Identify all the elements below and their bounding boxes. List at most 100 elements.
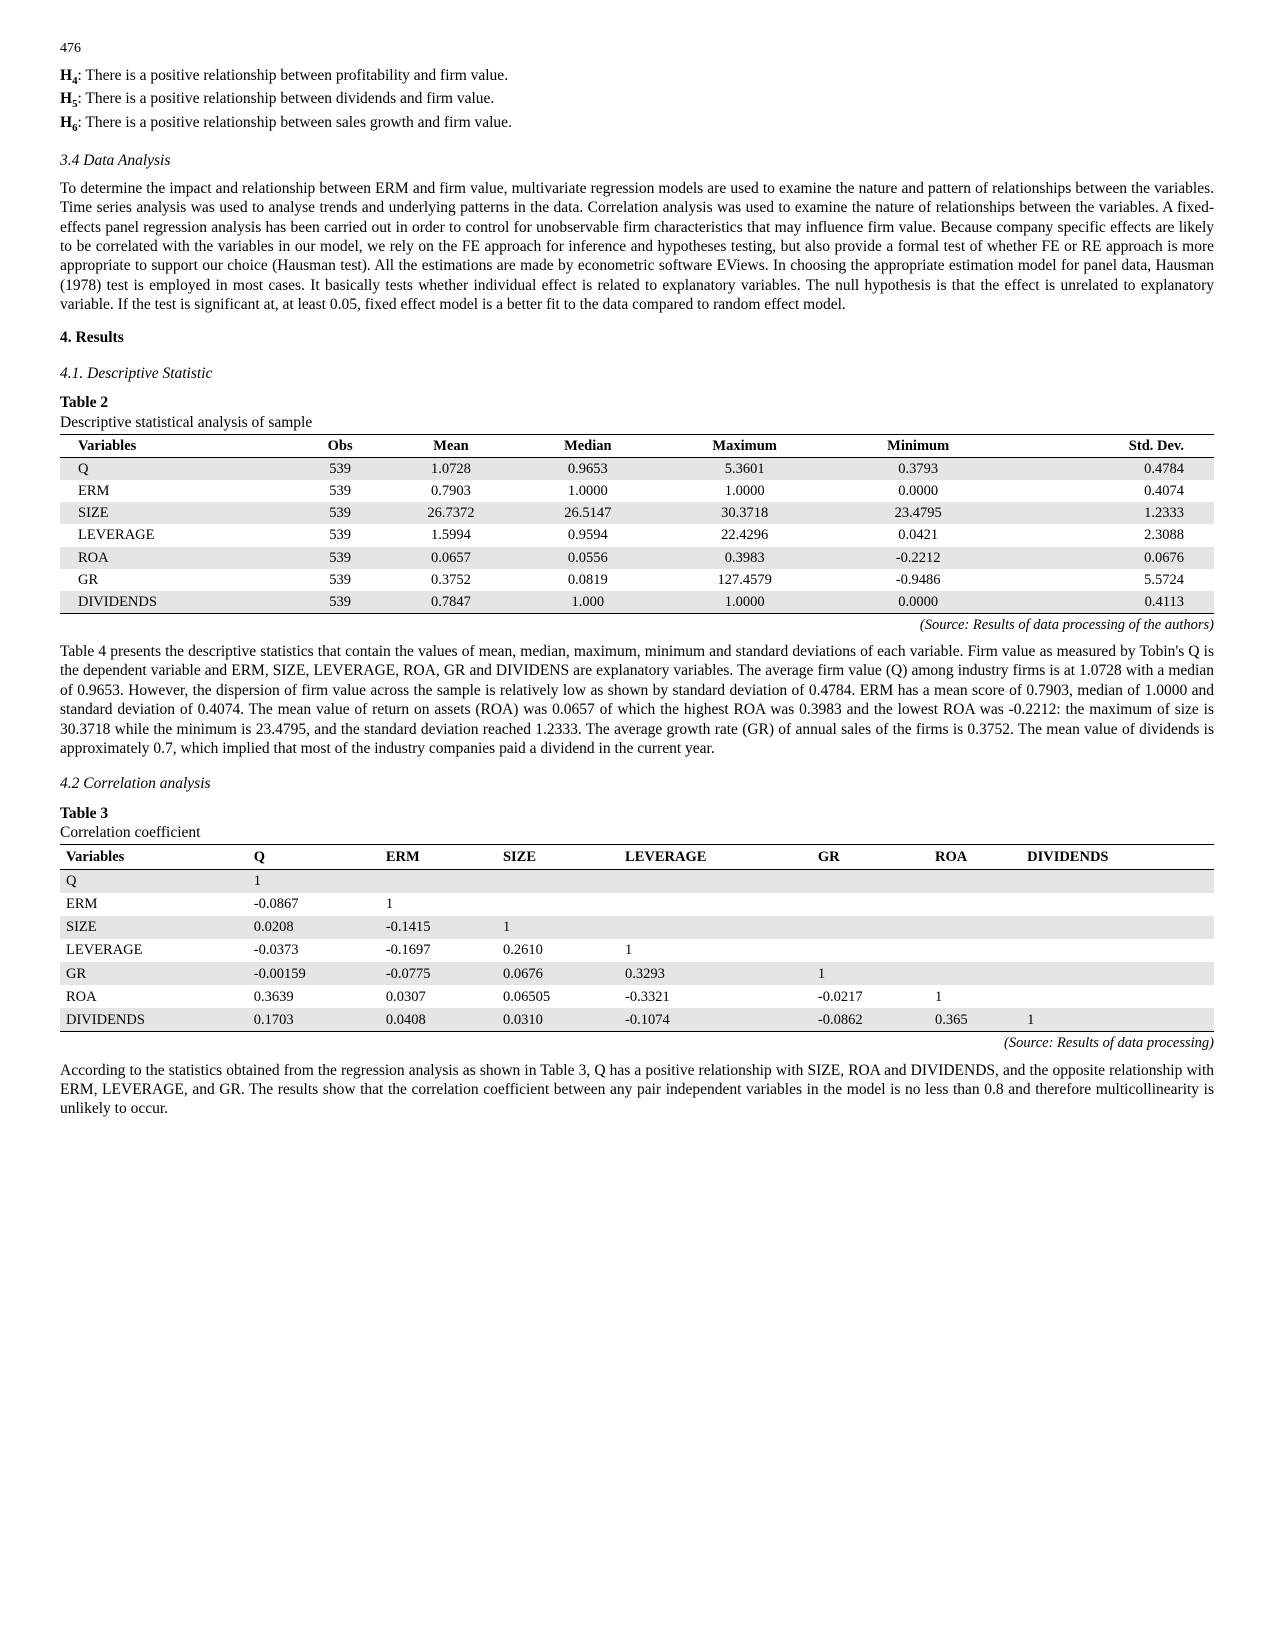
table-cell: 539 bbox=[297, 591, 382, 614]
hypothesis-text: : There is a positive relationship betwe… bbox=[77, 114, 511, 131]
table-cell: 1.0000 bbox=[519, 480, 656, 502]
table-cell: -0.3321 bbox=[619, 985, 812, 1008]
table-row: LEVERAGE-0.0373-0.16970.26101 bbox=[60, 939, 1214, 962]
table-3: Variables Q ERM SIZE LEVERAGE GR ROA DIV… bbox=[60, 844, 1214, 1032]
table-cell: 1.0000 bbox=[656, 480, 832, 502]
table-cell bbox=[929, 962, 1021, 985]
table-row: ROA0.36390.03070.06505-0.3321-0.02171 bbox=[60, 985, 1214, 1008]
table-row: ROA5390.06570.05560.3983-0.22120.0676 bbox=[60, 547, 1214, 569]
table-cell: 1 bbox=[248, 869, 380, 893]
table-cell: 539 bbox=[297, 502, 382, 524]
table-row: GR5390.37520.0819127.4579-0.94865.5724 bbox=[60, 569, 1214, 591]
table-cell: 539 bbox=[297, 547, 382, 569]
col-leverage: LEVERAGE bbox=[619, 845, 812, 869]
table-2-label: Table 2 bbox=[60, 393, 1214, 412]
table-cell: DIVIDENDS bbox=[60, 1008, 248, 1032]
table-cell: 0.0408 bbox=[380, 1008, 497, 1032]
hypothesis-4: H4: There is a positive relationship bet… bbox=[60, 66, 1214, 89]
table-cell: 0.4784 bbox=[1004, 458, 1214, 481]
col-variables: Variables bbox=[60, 845, 248, 869]
table-cell: 1.2333 bbox=[1004, 502, 1214, 524]
table-3-source: (Source: Results of data processing) bbox=[60, 1034, 1214, 1052]
table-row: DIVIDENDS0.17030.04080.0310-0.1074-0.086… bbox=[60, 1008, 1214, 1032]
table-cell: 1 bbox=[380, 893, 497, 916]
table-cell: 0.365 bbox=[929, 1008, 1021, 1032]
col-gr: GR bbox=[812, 845, 929, 869]
table-cell: -0.1415 bbox=[380, 916, 497, 939]
section-4-heading: 4. Results bbox=[60, 328, 1214, 347]
table-cell bbox=[1021, 869, 1214, 893]
table-cell: 539 bbox=[297, 480, 382, 502]
table-cell: 0.2610 bbox=[497, 939, 619, 962]
table-cell: 1 bbox=[1021, 1008, 1214, 1032]
table-cell: 0.0676 bbox=[497, 962, 619, 985]
table-cell: 23.4795 bbox=[833, 502, 1004, 524]
table-cell: 127.4579 bbox=[656, 569, 832, 591]
table-cell: -0.0862 bbox=[812, 1008, 929, 1032]
table-cell: 0.0421 bbox=[833, 524, 1004, 546]
table-row: Q1 bbox=[60, 869, 1214, 893]
table-cell: 0.0676 bbox=[1004, 547, 1214, 569]
section-4-1-heading: 4.1. Descriptive Statistic bbox=[60, 364, 1214, 383]
hypothesis-text: : There is a positive relationship betwe… bbox=[77, 67, 508, 84]
table-cell: 0.0556 bbox=[519, 547, 656, 569]
table-row: GR-0.00159-0.07750.06760.32931 bbox=[60, 962, 1214, 985]
table-cell bbox=[1021, 893, 1214, 916]
table-cell: DIVIDENDS bbox=[60, 591, 297, 614]
table-cell: GR bbox=[60, 962, 248, 985]
table-cell bbox=[929, 869, 1021, 893]
table-cell: -0.0373 bbox=[248, 939, 380, 962]
table-row: SIZE0.0208-0.14151 bbox=[60, 916, 1214, 939]
table-cell: Q bbox=[60, 458, 297, 481]
table-cell: ERM bbox=[60, 480, 297, 502]
table-cell: -0.1697 bbox=[380, 939, 497, 962]
table-cell: 0.4074 bbox=[1004, 480, 1214, 502]
table-cell bbox=[497, 893, 619, 916]
table-header-row: Variables Q ERM SIZE LEVERAGE GR ROA DIV… bbox=[60, 845, 1214, 869]
table-cell: 1 bbox=[497, 916, 619, 939]
table-cell bbox=[380, 869, 497, 893]
col-size: SIZE bbox=[497, 845, 619, 869]
table-cell: 539 bbox=[297, 524, 382, 546]
hypothesis-text: : There is a positive relationship betwe… bbox=[77, 90, 494, 107]
table-cell: 0.3639 bbox=[248, 985, 380, 1008]
col-maximum: Maximum bbox=[656, 434, 832, 457]
table-cell: 26.7372 bbox=[383, 502, 519, 524]
table-cell bbox=[497, 869, 619, 893]
table-cell bbox=[1021, 985, 1214, 1008]
table-cell: 30.3718 bbox=[656, 502, 832, 524]
table-cell: 0.9653 bbox=[519, 458, 656, 481]
table-cell: 0.3293 bbox=[619, 962, 812, 985]
table-cell: 1 bbox=[812, 962, 929, 985]
table-row: LEVERAGE5391.59940.959422.42960.04212.30… bbox=[60, 524, 1214, 546]
col-median: Median bbox=[519, 434, 656, 457]
table-cell: 0.3752 bbox=[383, 569, 519, 591]
col-roa: ROA bbox=[929, 845, 1021, 869]
table-cell: 1.000 bbox=[519, 591, 656, 614]
table-cell: GR bbox=[60, 569, 297, 591]
table-cell bbox=[929, 939, 1021, 962]
table-cell: 22.4296 bbox=[656, 524, 832, 546]
table-cell bbox=[619, 869, 812, 893]
table-cell: 1.0728 bbox=[383, 458, 519, 481]
table-cell bbox=[619, 916, 812, 939]
table-cell: SIZE bbox=[60, 502, 297, 524]
table-cell: -0.1074 bbox=[619, 1008, 812, 1032]
table-cell: 0.9594 bbox=[519, 524, 656, 546]
col-obs: Obs bbox=[297, 434, 382, 457]
table-cell: 539 bbox=[297, 569, 382, 591]
table-cell bbox=[812, 893, 929, 916]
table-2-caption: Descriptive statistical analysis of samp… bbox=[60, 413, 1214, 432]
table-cell: 0.0819 bbox=[519, 569, 656, 591]
table-cell bbox=[1021, 916, 1214, 939]
table-2-source: (Source: Results of data processing of t… bbox=[60, 616, 1214, 634]
table-cell: -0.0867 bbox=[248, 893, 380, 916]
table-cell: 0.0657 bbox=[383, 547, 519, 569]
table-cell bbox=[929, 893, 1021, 916]
col-q: Q bbox=[248, 845, 380, 869]
table-cell bbox=[812, 916, 929, 939]
table-cell: 0.0000 bbox=[833, 480, 1004, 502]
table-cell bbox=[812, 869, 929, 893]
table-cell: ERM bbox=[60, 893, 248, 916]
table-row: ERM-0.08671 bbox=[60, 893, 1214, 916]
